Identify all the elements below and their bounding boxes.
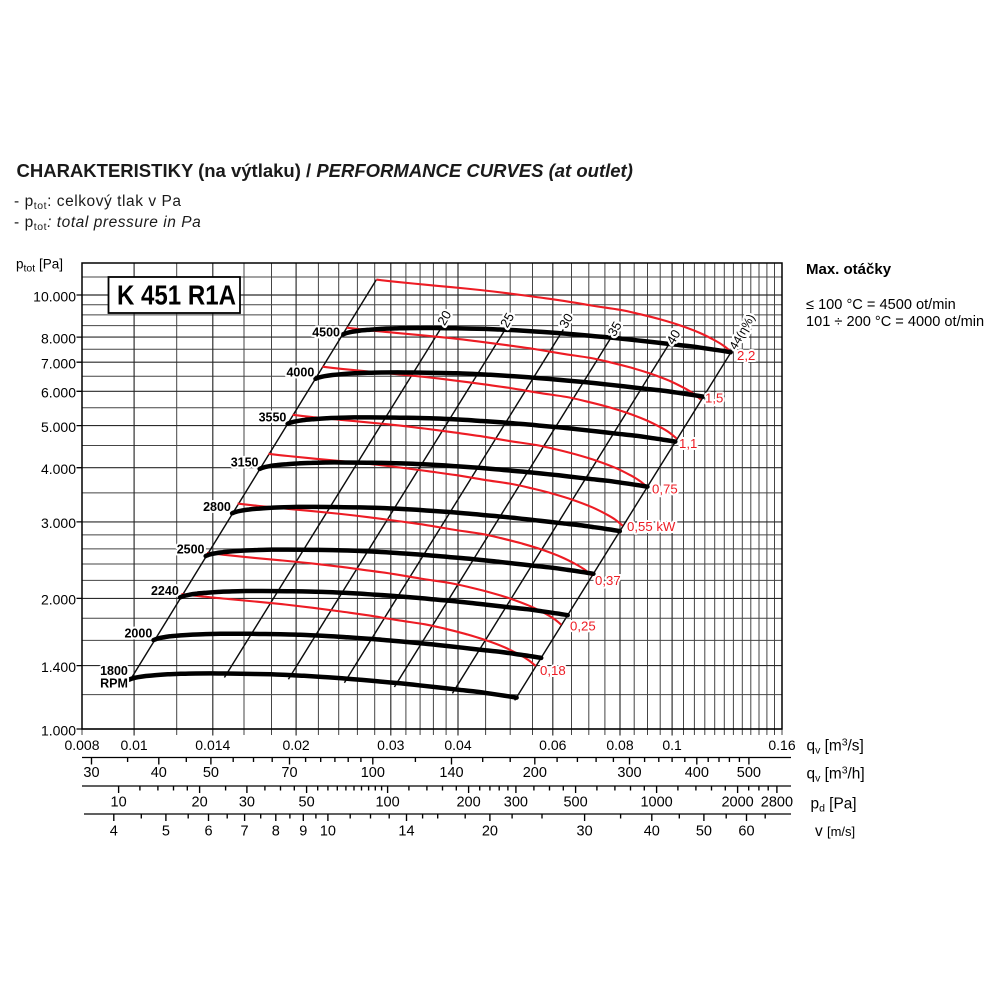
svg-text:qv [m3/h]: qv [m3/h]: [807, 765, 865, 785]
svg-text:0,75: 0,75: [652, 482, 678, 497]
svg-text:1.000: 1.000: [41, 722, 76, 738]
svg-text:300: 300: [504, 795, 528, 811]
svg-text:4500: 4500: [312, 326, 340, 340]
svg-text:4000: 4000: [286, 365, 314, 379]
svg-text:0.03: 0.03: [377, 737, 404, 753]
svg-text:2.000: 2.000: [41, 592, 76, 608]
svg-text:2800: 2800: [761, 795, 793, 811]
svg-text:8: 8: [272, 824, 280, 840]
svg-text:0.02: 0.02: [282, 737, 309, 753]
svg-text:0.014: 0.014: [195, 737, 230, 753]
svg-text:101 ÷ 200 °C = 4000 ot/min: 101 ÷ 200 °C = 4000 ot/min: [806, 314, 984, 330]
svg-text:300: 300: [617, 765, 641, 781]
svg-text:2500: 2500: [177, 543, 205, 557]
svg-text:5: 5: [162, 824, 170, 840]
svg-text:500: 500: [563, 795, 587, 811]
svg-text:70: 70: [281, 765, 297, 781]
svg-text:0.08: 0.08: [606, 737, 633, 753]
svg-text:0.16: 0.16: [768, 737, 795, 753]
svg-text:v [m/s]: v [m/s]: [815, 823, 855, 840]
svg-text:Max. otáčky: Max. otáčky: [806, 261, 892, 278]
svg-text:4: 4: [110, 824, 118, 840]
svg-text:2,2: 2,2: [737, 348, 755, 363]
svg-text:ptot [Pa]: ptot [Pa]: [16, 257, 63, 275]
svg-text:1,5: 1,5: [705, 391, 723, 406]
svg-text:50: 50: [203, 765, 219, 781]
svg-text:9: 9: [299, 824, 307, 840]
svg-text:14: 14: [398, 824, 414, 840]
svg-text:1.400: 1.400: [41, 659, 76, 675]
svg-text:- ptot: celkový tlak v Pa: - ptot: celkový tlak v Pa: [14, 193, 182, 212]
svg-text:40: 40: [151, 765, 167, 781]
svg-text:500: 500: [737, 765, 761, 781]
svg-text:pd [Pa]: pd [Pa]: [811, 796, 857, 815]
svg-text:50: 50: [696, 824, 712, 840]
svg-text:100: 100: [361, 765, 385, 781]
svg-text:0.04: 0.04: [444, 737, 471, 753]
svg-text:30: 30: [577, 824, 593, 840]
svg-text:qv [m3/s]: qv [m3/s]: [807, 737, 864, 757]
svg-text:- ptot: total pressure in Pa: - ptot: total pressure in Pa: [14, 214, 201, 233]
svg-text:140: 140: [439, 765, 463, 781]
svg-text:0,25: 0,25: [570, 619, 596, 634]
svg-text:20: 20: [192, 795, 208, 811]
svg-text:10: 10: [320, 824, 336, 840]
svg-text:2800: 2800: [203, 500, 231, 514]
svg-text:10.000: 10.000: [33, 288, 76, 304]
svg-text:60: 60: [738, 824, 754, 840]
svg-text:0,18: 0,18: [540, 663, 566, 678]
svg-text:RPM: RPM: [100, 676, 128, 690]
svg-text:4.000: 4.000: [41, 461, 76, 477]
svg-text:0.06: 0.06: [539, 737, 566, 753]
svg-text:10: 10: [111, 795, 127, 811]
svg-text:3150: 3150: [231, 455, 259, 469]
svg-text:400: 400: [685, 765, 709, 781]
svg-text:CHARAKTERISTIKY (na výtlaku) /: CHARAKTERISTIKY (na výtlaku) / PERFORMAN…: [17, 160, 633, 181]
svg-text:1,1: 1,1: [679, 436, 697, 451]
svg-text:30: 30: [83, 765, 99, 781]
svg-text:7: 7: [241, 824, 249, 840]
svg-text:1000: 1000: [640, 795, 672, 811]
svg-text:K 451 R1A: K 451 R1A: [117, 280, 236, 311]
svg-text:200: 200: [523, 765, 547, 781]
svg-text:7.000: 7.000: [41, 356, 76, 372]
svg-text:3.000: 3.000: [41, 515, 76, 531]
svg-text:0,37: 0,37: [595, 573, 621, 588]
svg-text:100: 100: [375, 795, 399, 811]
svg-text:6.000: 6.000: [41, 385, 76, 401]
svg-text:≤ 100 °C = 4500 ot/min: ≤ 100 °C = 4500 ot/min: [806, 297, 956, 313]
svg-text:3550: 3550: [259, 410, 287, 424]
svg-text:1800: 1800: [100, 664, 128, 678]
svg-text:2240: 2240: [151, 584, 179, 598]
svg-text:0.008: 0.008: [64, 737, 99, 753]
svg-text:0.1: 0.1: [662, 737, 682, 753]
svg-text:5.000: 5.000: [41, 419, 76, 435]
svg-text:8.000: 8.000: [41, 330, 76, 346]
svg-text:50: 50: [299, 795, 315, 811]
svg-text:40: 40: [644, 824, 660, 840]
svg-text:20: 20: [482, 824, 498, 840]
svg-text:200: 200: [456, 795, 480, 811]
svg-text:0,55 kW: 0,55 kW: [627, 519, 676, 534]
svg-text:30: 30: [239, 795, 255, 811]
svg-text:0.01: 0.01: [120, 737, 147, 753]
svg-text:2000: 2000: [721, 795, 753, 811]
svg-text:6: 6: [204, 824, 212, 840]
svg-text:2000: 2000: [124, 627, 152, 641]
